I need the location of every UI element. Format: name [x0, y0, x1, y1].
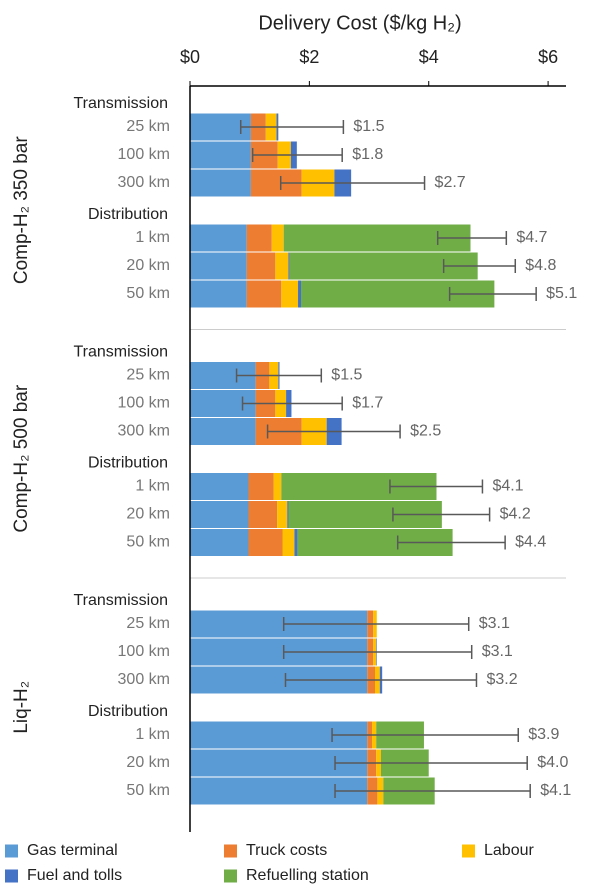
category-label: 300 km: [118, 174, 170, 191]
category-label: 1 km: [135, 726, 170, 743]
value-label: $4.2: [500, 506, 531, 523]
value-label: $3.9: [528, 726, 559, 743]
group-label: Liq-H₂: [11, 681, 32, 734]
bar-segment: [190, 224, 247, 252]
bar-segment: [248, 529, 283, 556]
bar-segment: [271, 224, 284, 252]
x-tick-label: $0: [180, 47, 200, 67]
value-label: $4.8: [525, 257, 556, 274]
subgroup-label: Transmission: [73, 95, 168, 112]
bar-segment: [246, 224, 272, 252]
bar-segment: [248, 501, 278, 528]
bar-segment: [190, 418, 256, 445]
subgroup-label: Distribution: [88, 206, 168, 223]
category-label: 20 km: [126, 754, 170, 771]
category-label: 25 km: [126, 615, 170, 632]
category-label: 20 km: [126, 257, 170, 274]
bar-segment: [190, 473, 249, 500]
category-label: 25 km: [126, 367, 170, 384]
category-label: 1 km: [135, 229, 170, 246]
bar-segment: [190, 141, 251, 169]
category-label: 20 km: [126, 506, 170, 523]
bar-segment: [287, 501, 289, 528]
legend-swatch: [462, 844, 475, 858]
value-label: $4.7: [516, 229, 547, 246]
bar-segment: [246, 252, 276, 280]
category-label: 100 km: [118, 395, 170, 412]
value-label: $3.2: [486, 671, 517, 688]
group-label: Comp-H₂ 350 bar: [11, 136, 32, 284]
bar-segment: [282, 529, 295, 556]
subgroup-label: Distribution: [88, 455, 168, 472]
legend-label: Fuel and tolls: [27, 867, 122, 884]
category-label: 50 km: [126, 782, 170, 799]
group-label: Comp-H₂ 500 bar: [11, 384, 32, 532]
value-label: $2.7: [435, 174, 466, 191]
bar-segment: [294, 529, 298, 556]
x-tick-label: $6: [538, 47, 558, 67]
bar-segment: [190, 501, 249, 528]
bar-segment: [190, 169, 251, 197]
category-label: 1 km: [135, 478, 170, 495]
value-label: $4.4: [515, 534, 546, 551]
legend-label: Labour: [484, 842, 534, 859]
bar-segment: [288, 252, 290, 280]
category-label: 100 km: [118, 146, 170, 163]
legend-swatch: [5, 844, 18, 858]
bar-segment: [190, 280, 247, 308]
category-label: 300 km: [118, 671, 170, 688]
value-label: $4.0: [537, 754, 568, 771]
legend-swatch: [224, 844, 237, 858]
legend-swatch: [5, 869, 18, 883]
value-label: $1.7: [352, 395, 383, 412]
bar-segment: [246, 280, 282, 308]
value-label: $4.1: [540, 782, 571, 799]
bar-segment: [281, 280, 299, 308]
category-label: 50 km: [126, 534, 170, 551]
category-label: 50 km: [126, 285, 170, 302]
legend-swatch: [224, 869, 237, 883]
x-tick-label: $2: [299, 47, 319, 67]
legend-label: Truck costs: [246, 842, 327, 859]
subgroup-label: Transmission: [73, 592, 168, 609]
value-label: $1.5: [331, 367, 362, 384]
category-label: 300 km: [118, 423, 170, 440]
value-label: $5.1: [546, 285, 577, 302]
bar-segment: [298, 280, 302, 308]
value-label: $3.1: [482, 643, 513, 660]
value-label: $1.5: [353, 118, 384, 135]
bar-segment: [275, 252, 289, 280]
value-label: $3.1: [479, 615, 510, 632]
bar-segment: [190, 529, 249, 556]
legend-label: Gas terminal: [27, 842, 118, 859]
x-tick-label: $4: [419, 47, 439, 67]
legend-label: Refuelling station: [246, 867, 369, 884]
category-label: 25 km: [126, 118, 170, 135]
chart-title: Delivery Cost ($/kg H₂): [258, 12, 461, 34]
category-label: 100 km: [118, 643, 170, 660]
bar-segment: [273, 473, 282, 500]
value-label: $4.1: [492, 478, 523, 495]
value-label: $2.5: [410, 423, 441, 440]
subgroup-label: Distribution: [88, 703, 168, 720]
value-label: $1.8: [352, 146, 383, 163]
bar-segment: [190, 252, 247, 280]
bar-segment: [248, 473, 274, 500]
subgroup-label: Transmission: [73, 344, 168, 361]
bar-segment: [277, 501, 288, 528]
